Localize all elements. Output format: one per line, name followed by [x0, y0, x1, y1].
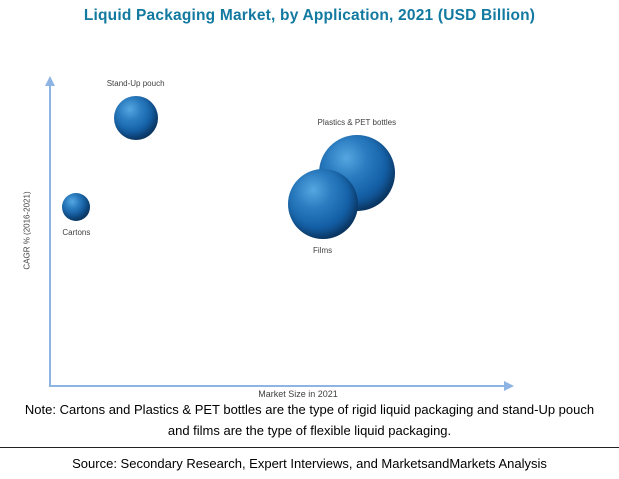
bubble-label-films: Films [313, 245, 333, 255]
bubble-label-cartons: Cartons [62, 227, 91, 237]
y-axis-line [49, 85, 51, 385]
chart-title: Liquid Packaging Market, by Application,… [83, 7, 536, 24]
bubble-stand-up-pouch [113, 95, 158, 140]
bubble-films [287, 168, 358, 239]
footnote-line-2: and films are the type of flexible liqui… [167, 423, 452, 438]
x-axis-arrowhead-icon [504, 381, 514, 391]
source-line: Source: Secondary Research, Expert Inter… [72, 456, 547, 471]
footnote-line-1: Note: Cartons and Plastics & PET bottles… [24, 402, 595, 417]
footer-divider [0, 447, 619, 448]
x-axis-line [49, 385, 505, 387]
y-axis-arrowhead-icon [45, 76, 55, 86]
bubble-cartons [62, 192, 91, 221]
bubble-label-plastics-pet-bottles: Plastics & PET bottles [317, 118, 397, 128]
footnote: Note: Cartons and Plastics & PET bottles… [0, 399, 619, 441]
x-axis-label: Market Size in 2021 [258, 389, 338, 399]
bubble-label-stand-up-pouch: Stand-Up pouch [106, 78, 165, 88]
